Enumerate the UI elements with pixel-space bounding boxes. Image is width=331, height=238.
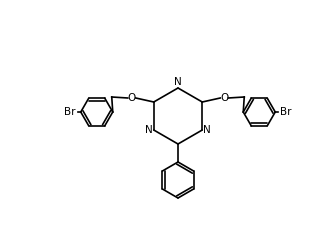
- Text: N: N: [145, 125, 153, 135]
- Text: O: O: [128, 93, 136, 103]
- Text: N: N: [203, 125, 211, 135]
- Text: N: N: [174, 77, 182, 87]
- Text: Br: Br: [64, 107, 76, 117]
- Text: Br: Br: [280, 107, 292, 117]
- Text: O: O: [220, 93, 228, 103]
